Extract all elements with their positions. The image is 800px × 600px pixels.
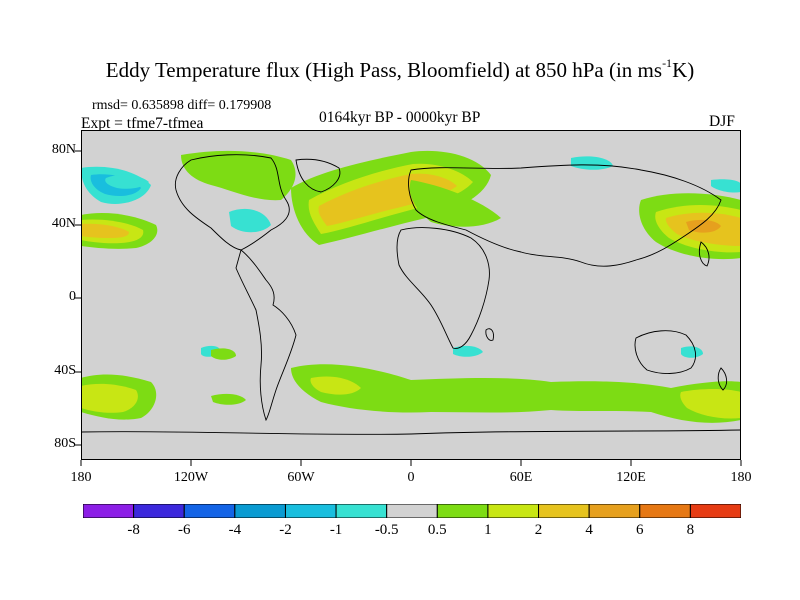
field-australia-cyan	[681, 346, 703, 358]
title-superscript: -1	[662, 56, 673, 70]
field-nw-pacific-cyan	[711, 179, 741, 193]
colorbar-label: 8	[686, 522, 695, 538]
field-ne-pacific-orange	[81, 223, 129, 238]
x-tick-label: 180	[730, 470, 752, 485]
coast-new-zealand	[717, 367, 728, 391]
experiment-label: Expt = tfme7-tfmea	[81, 115, 204, 132]
coast-greenland	[295, 158, 341, 193]
coast-japan	[698, 241, 710, 267]
coast-eurasia	[408, 164, 722, 267]
colorbar-swatch	[538, 504, 590, 518]
field-s-pacific-patch2-green	[211, 348, 236, 360]
map-plot	[80, 130, 742, 460]
y-tick-marks	[75, 150, 81, 446]
colorbar-label: 2	[534, 522, 543, 538]
x-tick-label: 120W	[173, 470, 209, 485]
coast-australia	[634, 330, 697, 374]
x-tick-label: 180	[70, 470, 92, 485]
colorbar-label: -2	[279, 522, 292, 538]
field-s-africa-cyan	[453, 345, 483, 357]
y-tick-label: 40S	[54, 363, 76, 378]
colorbar-swatch	[436, 504, 489, 518]
colorbar-swatch	[689, 504, 741, 518]
coast-south-america	[235, 249, 297, 422]
field-europe-green	[409, 180, 501, 227]
y-tick-label: 0	[69, 289, 76, 304]
field-na-cyan	[229, 208, 271, 233]
map-panel	[80, 130, 742, 460]
field-southern-ocean-green	[291, 364, 741, 423]
colorbar-label: 1	[484, 522, 492, 538]
colorbar-swatch	[335, 504, 388, 518]
anomaly-fields	[81, 150, 741, 423]
colorbar-swatch	[588, 504, 641, 518]
title-suffix: K)	[672, 58, 695, 82]
colorbar-label: 0.5	[427, 522, 447, 538]
field-alaska-cyan	[105, 174, 149, 189]
colorbar-swatch	[234, 504, 286, 518]
colorbar-label: 6	[636, 522, 644, 538]
coast-north-america	[174, 154, 290, 251]
colorbar-label: -8	[127, 522, 140, 538]
colorbar-label: -1	[329, 522, 343, 538]
coastlines	[80, 154, 742, 435]
colorbar-label: 4	[585, 522, 593, 538]
season-label: DJF	[709, 113, 735, 130]
field-canada-green	[181, 150, 296, 201]
field-s-pacific-yellow	[81, 383, 138, 413]
field-siberia-cyan	[571, 156, 613, 170]
colorbar-swatch	[284, 504, 337, 518]
y-tick-label: 40N	[51, 216, 76, 231]
chart-title: Eddy Temperature flux (High Pass, Bloomf…	[0, 56, 800, 83]
colorbar	[83, 504, 741, 518]
y-tick-label: 80S	[54, 436, 76, 451]
coast-madagascar	[485, 328, 494, 341]
title-main: Eddy Temperature flux (High Pass, Bloomf…	[105, 58, 663, 82]
colorbar-swatch	[183, 504, 236, 518]
colorbar-swatch	[487, 504, 540, 518]
field-s-indian-yellow	[680, 389, 741, 419]
x-tick-label: 60W	[287, 470, 315, 485]
colorbar-label: -0.5	[374, 522, 399, 538]
coast-antarctica	[80, 429, 742, 435]
field-s-pacific-patch-green	[211, 393, 246, 405]
field-s-atlantic-yellow	[310, 376, 361, 395]
colorbar-swatch	[133, 504, 185, 518]
coast-africa	[396, 227, 490, 349]
map-frame	[81, 130, 741, 460]
colorbar-label: -4	[228, 522, 242, 538]
y-tick-label: 80N	[51, 142, 76, 157]
colorbar-swatch	[639, 504, 691, 518]
rmsd-diff-label: rmsd= 0.635898 diff= 0.179908	[92, 98, 272, 113]
x-tick-label: 0	[407, 470, 415, 485]
x-tick-label: 60E	[509, 470, 533, 485]
period-label: 0164kyr BP - 0000kyr BP	[319, 109, 481, 126]
colorbar-swatch	[83, 504, 135, 518]
colorbar-label: -6	[177, 522, 191, 538]
x-tick-marks	[80, 460, 742, 466]
colorbar-swatch	[386, 504, 438, 518]
x-tick-label: 120E	[616, 470, 646, 485]
